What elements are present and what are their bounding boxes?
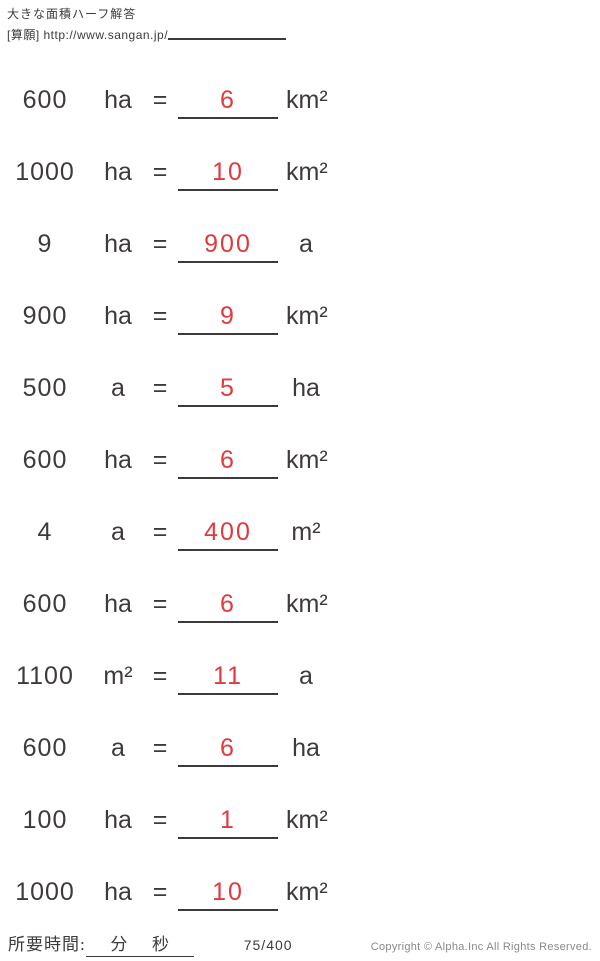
problem-value: 900 [22, 302, 68, 330]
answer-blank: 1 [178, 806, 278, 839]
problem-row: 9 ha = 900 a [0, 204, 600, 276]
equals-sign: = [152, 86, 168, 114]
problem-unit-from: ha [104, 230, 132, 258]
problem-value: 600 [22, 446, 68, 474]
problem-unit-from: a [111, 734, 125, 762]
problem-unit-from: ha [104, 158, 132, 186]
answer-blank: 10 [178, 878, 278, 911]
time-required-label: 所要時間: [8, 935, 86, 954]
problem-unit-from: ha [104, 878, 132, 906]
problem-row: 900 ha = 9 km² [0, 276, 600, 348]
problem-value: 600 [22, 86, 68, 114]
equals-sign: = [152, 734, 168, 762]
problem-row: 4 a = 400 m² [0, 492, 600, 564]
problem-row: 100 ha = 1 km² [0, 780, 600, 852]
problem-unit-from: a [111, 374, 125, 402]
problem-row: 500 a = 5 ha [0, 348, 600, 420]
problem-unit-to: km² [286, 878, 328, 906]
problem-value: 1100 [16, 662, 74, 690]
problem-row: 1000 ha = 10 km² [0, 852, 600, 924]
url-blank-underline [168, 37, 287, 40]
answer-blank: 900 [178, 230, 278, 263]
seconds-label: 秒 [152, 935, 170, 954]
problem-value: 100 [22, 806, 68, 834]
time-blank-underline: 分 秒 [85, 930, 194, 957]
problem-row: 600 ha = 6 km² [0, 60, 600, 132]
problem-row: 600 ha = 6 km² [0, 564, 600, 636]
problem-value: 600 [22, 590, 68, 618]
problem-value: 4 [37, 518, 53, 546]
equals-sign: = [152, 446, 168, 474]
equals-sign: = [152, 518, 168, 546]
problem-unit-to: km² [286, 806, 328, 834]
answer-blank: 10 [178, 158, 278, 191]
equals-sign: = [152, 662, 168, 690]
problem-value: 9 [37, 230, 53, 258]
problem-unit-from: a [111, 518, 125, 546]
source-url-line: [算願] http://www.sangan.jp/ [7, 26, 287, 43]
problem-value: 1000 [15, 158, 75, 186]
problem-unit-from: ha [104, 302, 132, 330]
worksheet-header: 大きな面積ハーフ解答 [算願] http://www.sangan.jp/ [7, 5, 287, 43]
problem-unit-from: m² [103, 662, 133, 690]
equals-sign: = [152, 302, 168, 330]
copyright-text: Copyright © Alpha.Inc All Rights Reserve… [370, 941, 592, 953]
problem-unit-from: ha [104, 446, 132, 474]
problem-unit-to: a [299, 230, 313, 258]
problem-row: 1100 m² = 11 a [0, 636, 600, 708]
problem-unit-to: m² [291, 518, 321, 546]
problem-unit-to: km² [286, 590, 328, 618]
problem-unit-to: ha [292, 734, 320, 762]
answer-blank: 6 [178, 734, 278, 767]
problem-unit-to: km² [286, 446, 328, 474]
equals-sign: = [152, 878, 168, 906]
worksheet-title: 大きな面積ハーフ解答 [7, 7, 137, 21]
problem-unit-to: km² [286, 302, 328, 330]
minutes-label: 分 [110, 935, 128, 954]
equals-sign: = [152, 158, 168, 186]
problem-row: 600 ha = 6 km² [0, 420, 600, 492]
problem-unit-from: ha [104, 806, 132, 834]
equals-sign: = [152, 806, 168, 834]
problem-value: 500 [22, 374, 68, 402]
equals-sign: = [152, 374, 168, 402]
equals-sign: = [152, 230, 168, 258]
page-number: 75/400 [243, 937, 293, 953]
answer-blank: 6 [178, 446, 278, 479]
problem-unit-from: ha [104, 590, 132, 618]
equals-sign: = [152, 590, 168, 618]
problem-list: 600 ha = 6 km² 1000 ha = 10 km² 9 ha = 9… [0, 60, 600, 924]
problem-value: 600 [22, 734, 68, 762]
answer-blank: 6 [178, 86, 278, 119]
problem-row: 1000 ha = 10 km² [0, 132, 600, 204]
answer-blank: 9 [178, 302, 278, 335]
problem-unit-to: km² [286, 86, 328, 114]
problem-unit-to: km² [286, 158, 328, 186]
answer-blank: 6 [178, 590, 278, 623]
problem-row: 600 a = 6 ha [0, 708, 600, 780]
problem-unit-from: ha [104, 86, 132, 114]
answer-blank: 11 [178, 662, 278, 695]
problem-unit-to: ha [292, 374, 320, 402]
problem-unit-to: a [299, 662, 313, 690]
source-url-text: [算願] http://www.sangan.jp/ [7, 28, 169, 42]
worksheet-footer: 所要時間: 分 秒 75/400 Copyright © Alpha.Inc A… [8, 930, 592, 957]
answer-blank: 5 [178, 374, 278, 407]
problem-value: 1000 [15, 878, 75, 906]
answer-blank: 400 [178, 518, 278, 551]
